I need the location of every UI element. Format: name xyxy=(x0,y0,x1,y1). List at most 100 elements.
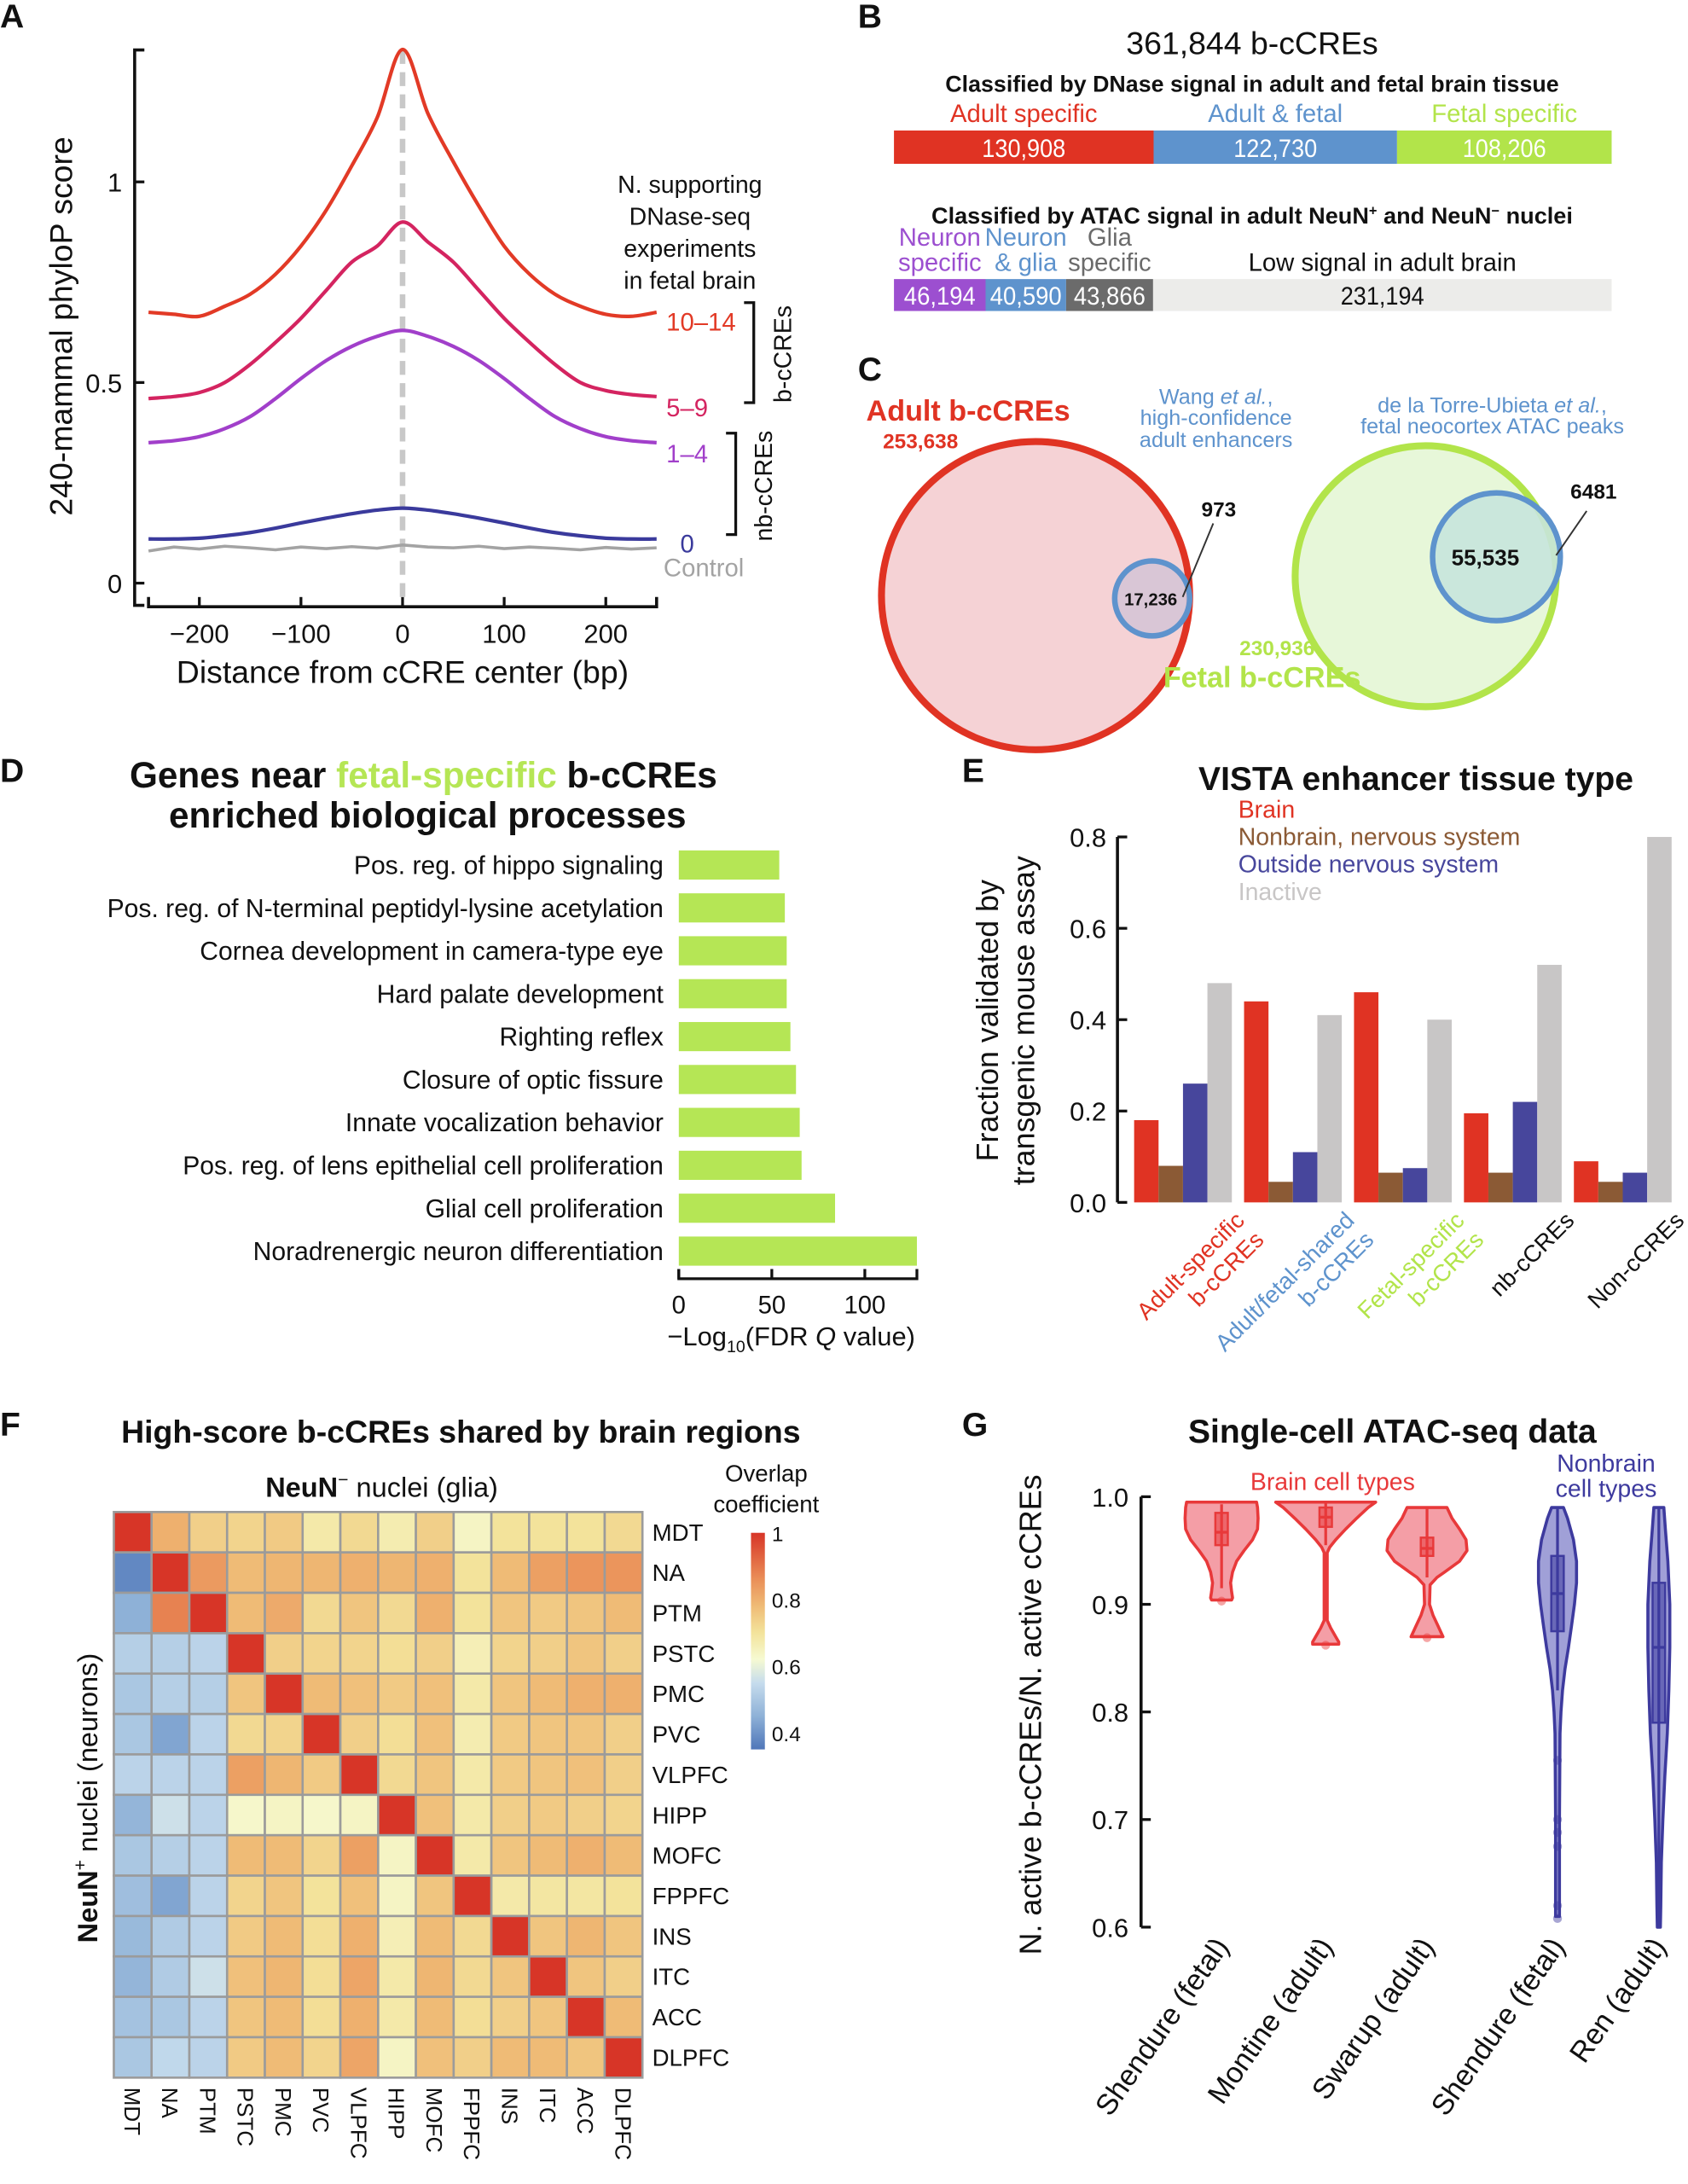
heatmap-cell xyxy=(150,1551,191,1594)
d-xlabel-part: −Log xyxy=(667,1321,727,1351)
heatmap-cell xyxy=(264,1833,305,1877)
heatmap-cell xyxy=(225,1712,266,1756)
heatmap-cell xyxy=(490,1914,531,1958)
heatmap-cell xyxy=(188,1995,229,2039)
e-category-label: Non-cCREs xyxy=(1582,1206,1688,1313)
heatmap-cell xyxy=(490,1833,531,1877)
venn-overlap-count: 55,535 xyxy=(1452,544,1520,570)
heatmap-cell xyxy=(188,1632,229,1676)
venn-adult-label: Adult b-cCREs xyxy=(867,395,1070,427)
heatmap-cell xyxy=(415,1955,455,1998)
heatmap-cell xyxy=(113,1833,154,1877)
heatmap-cell xyxy=(150,1753,191,1797)
d-bar xyxy=(678,850,780,880)
heatmap-cell xyxy=(377,1672,417,1716)
heatmap-cell xyxy=(377,1995,417,2039)
heatmap-cell xyxy=(188,1712,229,1756)
g-title: Single-cell ATAC-seq data xyxy=(1188,1414,1597,1450)
heatmap-cell xyxy=(528,1793,568,1837)
panel-label-b: B xyxy=(858,0,882,36)
heatmap-cell xyxy=(188,1511,229,1554)
d-bar xyxy=(678,1236,917,1266)
heatmap-cell xyxy=(490,2036,531,2079)
f-colorbar xyxy=(751,1532,765,1750)
heatmap-cell xyxy=(566,1793,606,1837)
heatmap-cell xyxy=(339,1955,380,1998)
g-violin-label: Ren (adult) xyxy=(1563,1931,1673,2068)
heatmap-cell xyxy=(188,1914,229,1958)
venn-adult-count: 253,638 xyxy=(883,431,958,454)
d-bar xyxy=(678,1107,800,1137)
heatmap-cell xyxy=(603,1874,644,1918)
venn-wang-label-part: , xyxy=(1267,386,1273,410)
a-x-axis-label: Distance from cCRE center (bp) xyxy=(177,654,629,690)
e-legend-item: Nonbrain, nervous system xyxy=(1238,824,1521,851)
heatmap-cell xyxy=(415,1793,455,1837)
b-segment-label: Neuron xyxy=(985,224,1067,252)
heatmap-cell xyxy=(452,1712,493,1756)
heatmap-cell xyxy=(339,1632,380,1676)
g-y-axis-label: N. active b-cCREs/N. active cCREs xyxy=(1014,1474,1048,1955)
venn-torre-label: de la Torre-Ubieta et al., xyxy=(1378,393,1607,417)
heatmap-cell xyxy=(452,1511,493,1554)
g-outlier-point xyxy=(1422,1633,1432,1642)
heatmap-cell xyxy=(377,1511,417,1554)
heatmap-cell xyxy=(301,1632,342,1676)
g-outlier-point xyxy=(1216,1596,1227,1606)
heatmap-cell xyxy=(528,1874,568,1918)
heatmap-cell xyxy=(188,1551,229,1594)
heatmap-cell xyxy=(264,1955,305,1998)
e-bar xyxy=(1488,1172,1513,1203)
heatmap-cell xyxy=(452,1753,493,1797)
heatmap-cell xyxy=(415,1672,455,1716)
e-legend-item: Brain xyxy=(1238,797,1295,824)
g-box xyxy=(1651,1582,1667,1724)
e-title: VISTA enhancer tissue type xyxy=(1198,761,1633,798)
panel-e-grouped-bar-chart: VISTA enhancer tissue type Fraction vali… xyxy=(971,761,1688,1356)
heatmap-cell xyxy=(301,1995,342,2039)
d-bar xyxy=(678,1065,797,1095)
d-category-label: Noradrenergic neuron differentiation xyxy=(253,1238,664,1266)
e-legend-item: Outside nervous system xyxy=(1238,851,1499,879)
heatmap-cell xyxy=(603,2036,644,2079)
d-title: Genes near fetal-specific b-cCREs xyxy=(130,755,717,795)
b-segment-value: 130,908 xyxy=(982,135,1065,163)
heatmap-cell xyxy=(566,1712,606,1756)
g-y-tick-label: 0.8 xyxy=(1092,1698,1128,1728)
heatmap-cell xyxy=(188,1793,229,1837)
f-row-label: DLPFC xyxy=(653,2044,730,2071)
f-colorbar-tick-label: 0.4 xyxy=(772,1723,801,1746)
d-xlabel-part: Q xyxy=(815,1321,836,1351)
d-bar xyxy=(678,893,786,923)
b-segment-label: & glia xyxy=(995,248,1058,276)
a-bracket-nb-ccres xyxy=(726,432,738,537)
heatmap-cell xyxy=(415,1511,455,1554)
heatmap-cell xyxy=(452,1632,493,1676)
d-xlabel-part: (FDR xyxy=(745,1321,815,1351)
d-x-axis xyxy=(677,1269,919,1281)
e-bar xyxy=(1427,1019,1453,1203)
heatmap-cell xyxy=(603,1914,644,1958)
heatmap-cell xyxy=(301,1753,342,1797)
heatmap-cell xyxy=(188,1753,229,1797)
heatmap-cell xyxy=(339,1995,380,2039)
g-y-tick-label: 0.9 xyxy=(1092,1590,1128,1620)
heatmap-cell xyxy=(452,1833,493,1877)
f-col-title-part: nuclei (glia) xyxy=(349,1472,498,1502)
heatmap-cell xyxy=(377,1632,417,1676)
heatmap-cell xyxy=(566,2036,606,2079)
e-y-tick-label: 0.2 xyxy=(1070,1097,1106,1127)
heatmap-cell xyxy=(301,1672,342,1716)
e-bar xyxy=(1622,1172,1648,1203)
e-bar xyxy=(1158,1165,1183,1203)
panel-label-d: D xyxy=(0,752,24,789)
d-category-label: Cornea development in camera-type eye xyxy=(200,938,664,966)
e-y-tick-label: 0.6 xyxy=(1070,915,1106,944)
heatmap-cell xyxy=(490,1874,531,1918)
panel-b-stacked-bars: 361,844 b-cCREs Classified by DNase sign… xyxy=(894,25,1612,311)
heatmap-cell xyxy=(113,1511,154,1554)
heatmap-cell xyxy=(264,1995,305,2039)
b-row-title-part: Classified by ATAC signal in adult NeuN xyxy=(931,203,1369,229)
f-row-label: ITC xyxy=(653,1964,691,1990)
heatmap-cell xyxy=(490,1995,531,2039)
